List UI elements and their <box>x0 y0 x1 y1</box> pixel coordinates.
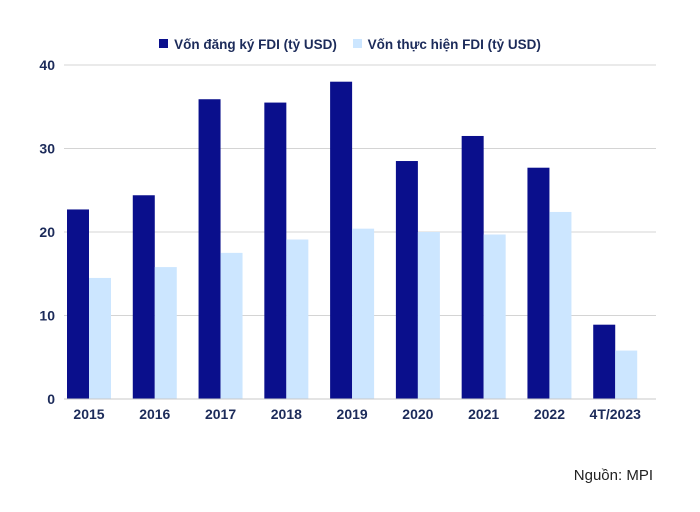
bar-disbursed <box>154 267 177 399</box>
legend-item-registered: Vốn đăng ký FDI (tỷ USD) <box>159 37 337 52</box>
legend-swatch-registered <box>159 39 169 48</box>
legend-label-disbursed: Vốn thực hiện FDI (tỷ USD) <box>367 37 541 52</box>
x-tick-label: 2021 <box>468 406 499 422</box>
bar-disbursed <box>89 277 111 399</box>
x-tick-label: 2020 <box>402 406 433 422</box>
x-tick-label: 2019 <box>337 406 368 422</box>
x-tick-label: 2018 <box>271 406 302 422</box>
bar-registered <box>395 161 418 399</box>
legend-swatch-disbursed <box>352 39 362 48</box>
legend-label-registered: Vốn đăng ký FDI (tỷ USD) <box>174 37 337 52</box>
bar-registered <box>461 135 484 399</box>
source-note: Nguồn: MPI <box>573 467 653 484</box>
y-tick-label: 30 <box>39 141 55 157</box>
x-tick-label: 2015 <box>73 406 104 422</box>
bar-registered <box>198 99 221 400</box>
bar-disbursed <box>220 252 243 399</box>
x-tick-label: 2017 <box>205 406 236 422</box>
y-tick-label: 0 <box>47 391 55 407</box>
x-tick-label: 2022 <box>534 406 565 422</box>
x-tick-label: 4T/2023 <box>590 406 642 422</box>
bar-disbursed <box>615 350 638 399</box>
y-tick-label: 20 <box>39 224 55 240</box>
y-tick-label: 10 <box>39 308 55 324</box>
bar-registered <box>593 324 616 399</box>
bar-registered <box>527 167 550 399</box>
bar-disbursed <box>417 232 440 399</box>
bar-disbursed <box>549 211 572 399</box>
bar-disbursed <box>286 239 309 399</box>
bar-registered <box>132 195 155 399</box>
legend: Vốn đăng ký FDI (tỷ USD) Vốn thực hiện F… <box>0 37 700 52</box>
bar-disbursed <box>352 228 375 399</box>
legend-item-disbursed: Vốn thực hiện FDI (tỷ USD) <box>352 37 541 52</box>
y-tick-label: 40 <box>39 57 55 73</box>
bar-registered <box>264 102 287 399</box>
bar-registered <box>330 81 353 399</box>
x-tick-label: 2016 <box>139 406 170 422</box>
bar-disbursed <box>483 234 506 399</box>
bar-registered <box>67 209 89 399</box>
